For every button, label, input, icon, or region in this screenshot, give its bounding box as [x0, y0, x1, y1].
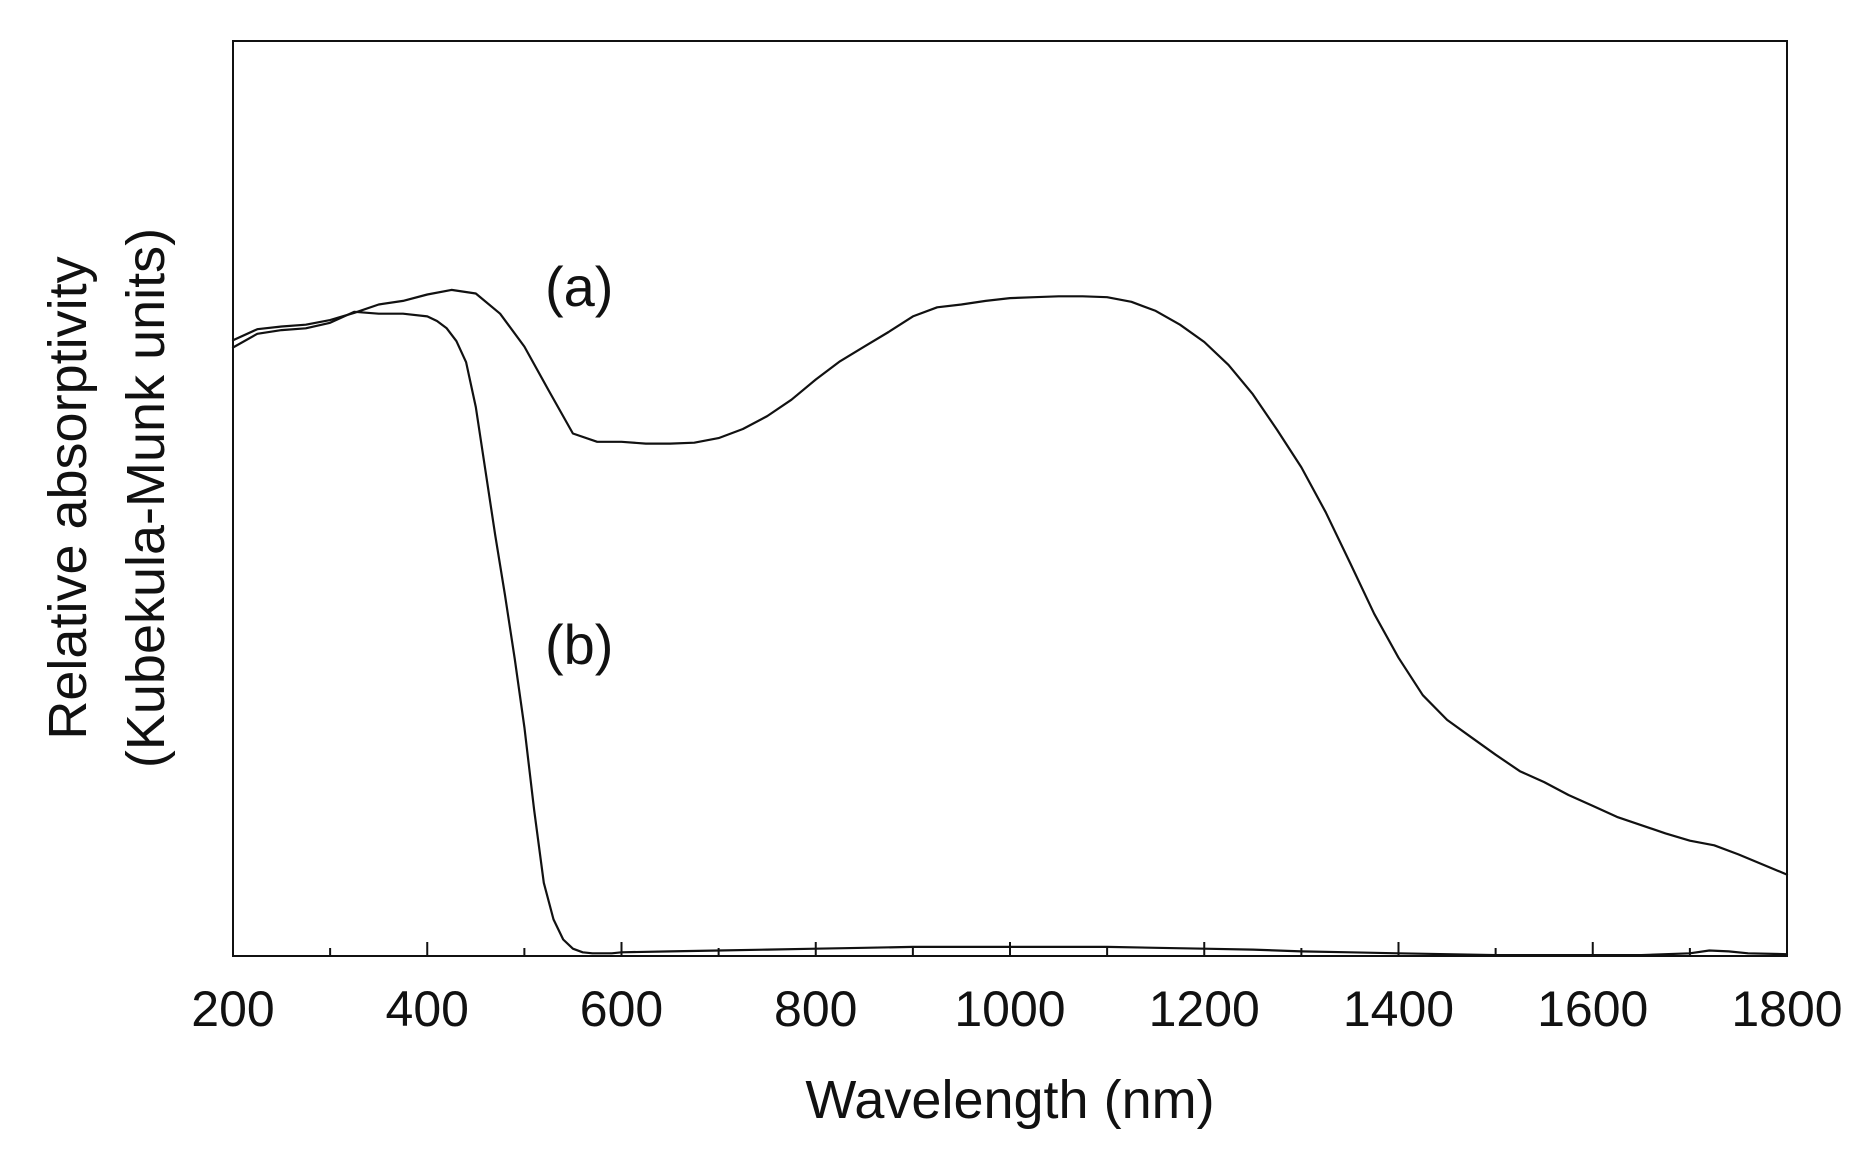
x-tick-label-600: 600 — [580, 981, 663, 1037]
x-tick-label-1800: 1800 — [1731, 981, 1842, 1037]
y-axis-title-line-2: (Kubekula-Munk units) — [116, 228, 176, 768]
x-tick-label-1400: 1400 — [1343, 981, 1454, 1037]
x-tick-label-1000: 1000 — [954, 981, 1065, 1037]
series-label-a: (a) — [545, 255, 613, 318]
series-lines — [231, 288, 1789, 957]
x-tick-label-1200: 1200 — [1149, 981, 1260, 1037]
x-tick-label-1600: 1600 — [1537, 981, 1648, 1037]
series-line-a — [231, 288, 1789, 876]
series-label-b: (b) — [545, 613, 613, 676]
plot-frame — [232, 40, 1788, 957]
x-axis-tick-labels: 200 400 600 800 1000 1200 1400 1600 1800 — [191, 981, 1842, 1037]
x-tick-label-800: 800 — [774, 981, 857, 1037]
y-axis-title-line-1: Relative absorptivity — [38, 256, 98, 739]
x-tick-label-200: 200 — [191, 981, 274, 1037]
x-axis-title: Wavelength (nm) — [805, 1070, 1214, 1130]
x-tick-label-400: 400 — [386, 981, 469, 1037]
series-line-b — [231, 310, 1789, 957]
